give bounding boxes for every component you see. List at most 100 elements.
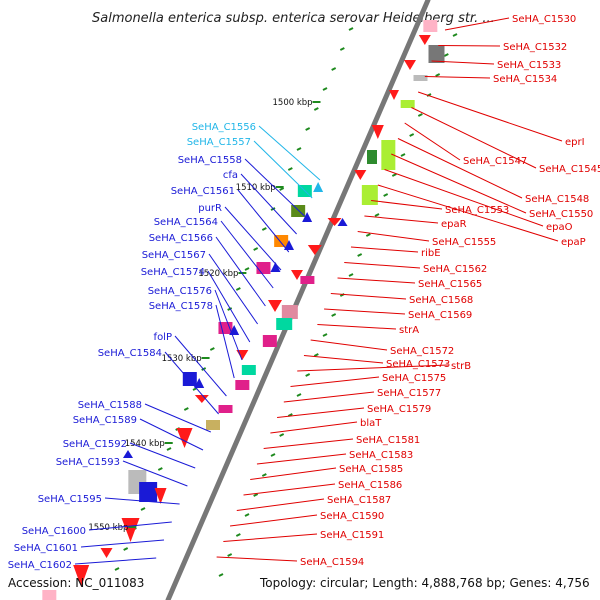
forward-gene-label[interactable]: SeHA_C1555 (432, 237, 496, 248)
reverse-gene-label[interactable]: SeHA_C1561 (171, 186, 235, 197)
gene-arrow-reverse (270, 262, 281, 272)
tick-mark (140, 507, 146, 511)
tick-marks (114, 27, 458, 577)
reverse-gene-label[interactable]: folP (154, 332, 172, 343)
leader-line (129, 442, 196, 469)
forward-gene-label[interactable]: SeHA_C1530 (512, 14, 576, 25)
reverse-gene-label[interactable]: SeHA_C1592 (63, 439, 127, 450)
tick-mark (235, 533, 241, 537)
reverse-gene-label[interactable]: cfa (223, 170, 238, 181)
forward-gene-label[interactable]: SeHA_C1548 (525, 194, 589, 205)
gene-arrow-forward (268, 300, 282, 312)
forward-gene-label[interactable]: SeHA_C1577 (377, 388, 441, 399)
gene-arrow-reverse (313, 182, 324, 192)
forward-gene-label[interactable]: SeHA_C1583 (349, 450, 413, 461)
gene-block (42, 590, 57, 600)
forward-gene-label[interactable]: SeHA_C1594 (300, 557, 364, 568)
forward-gene-label[interactable]: blaT (360, 418, 382, 429)
forward-gene-label[interactable]: SeHA_C1585 (339, 464, 403, 475)
tick-mark (244, 267, 250, 271)
leader-line (207, 270, 251, 343)
reverse-gene-label[interactable]: SeHA_C1576 (148, 286, 212, 297)
forward-gene-label[interactable]: SeHA_C1547 (463, 156, 527, 167)
gene-arrow-forward (354, 170, 367, 180)
leader-line (330, 293, 407, 300)
reverse-gene-label[interactable]: SeHA_C1556 (192, 122, 256, 133)
tick-mark (374, 213, 380, 217)
reverse-gene-label[interactable]: purR (198, 203, 222, 214)
forward-gene-label[interactable]: SeHA_C1553 (445, 205, 509, 216)
tick-mark (270, 453, 276, 457)
gene-arrow-forward (100, 548, 113, 558)
forward-gene-label[interactable]: SeHA_C1550 (529, 209, 593, 220)
forward-gene-label[interactable]: SeHA_C1575 (382, 373, 446, 384)
forward-gene-label[interactable]: epaR (441, 219, 467, 230)
gene-arrow-forward (291, 270, 303, 280)
tick-mark (296, 393, 302, 397)
forward-gene-label[interactable]: strA (399, 325, 419, 336)
gene-block (423, 20, 438, 32)
leader-line (397, 138, 523, 199)
forward-gene-label[interactable]: SeHA_C1586 (338, 480, 402, 491)
reverse-gene-label[interactable]: SeHA_C1567 (142, 250, 206, 261)
forward-gene-label[interactable]: SeHA_C1534 (493, 74, 557, 85)
forward-gene-label[interactable]: SeHA_C1532 (503, 42, 567, 53)
leader-line (256, 453, 347, 465)
forward-gene-label[interactable]: SeHA_C1573 (386, 359, 450, 370)
leader-line (223, 533, 318, 542)
forward-gene-label[interactable]: SeHA_C1579 (367, 404, 431, 415)
forward-gene-label[interactable]: SeHA_C1581 (356, 435, 420, 446)
forward-gene-label[interactable]: SeHA_C1590 (320, 511, 384, 522)
leader-line (364, 215, 439, 224)
reverse-gene-label[interactable]: SeHA_C1574 (141, 267, 205, 278)
gene-block (361, 185, 378, 205)
reverse-gene-label[interactable]: SeHA_C1600 (22, 526, 86, 537)
reverse-gene-label[interactable]: SeHA_C1566 (149, 233, 213, 244)
gene-block (182, 372, 197, 386)
reverse-gene-label[interactable]: SeHA_C1557 (187, 137, 251, 148)
tick-mark (365, 233, 371, 237)
reverse-gene-label[interactable]: SeHA_C1564 (154, 217, 218, 228)
leader-line (236, 498, 325, 511)
reverse-gene-label[interactable]: SeHA_C1601 (14, 543, 78, 554)
reverse-gene-label[interactable]: SeHA_C1589 (73, 415, 137, 426)
reverse-gene-label[interactable]: SeHA_C1593 (56, 457, 120, 468)
tick-mark (305, 127, 311, 131)
forward-gene-label[interactable]: SeHA_C1587 (327, 495, 391, 506)
forward-gene-label[interactable]: eprI (565, 137, 585, 148)
forward-gene-label[interactable]: SeHA_C1562 (423, 264, 487, 275)
leader-line (216, 556, 298, 562)
forward-gene-label[interactable]: SeHA_C1569 (408, 310, 472, 321)
gene-arrow-reverse (194, 378, 205, 388)
forward-gene-label[interactable]: SeHA_C1565 (418, 279, 482, 290)
reverse-gene-label[interactable]: SeHA_C1584 (98, 348, 162, 359)
forward-gene-label[interactable]: ribE (421, 248, 441, 259)
reverse-gene-label[interactable]: SeHA_C1595 (38, 494, 102, 505)
forward-gene-label[interactable]: SeHA_C1572 (390, 346, 454, 357)
leader-line (253, 140, 313, 199)
forward-gene-label[interactable]: epaP (561, 237, 586, 248)
leader-line (350, 246, 419, 253)
gene-block (300, 276, 315, 284)
tick-mark (261, 227, 267, 231)
reverse-gene-label[interactable]: SeHA_C1588 (78, 400, 142, 411)
forward-gene-label[interactable]: strB (451, 361, 471, 372)
tick-mark (157, 467, 163, 471)
reverse-gene-label[interactable]: SeHA_C1578 (149, 301, 213, 312)
forward-gene-label[interactable]: SeHA_C1591 (320, 530, 384, 541)
leader-line (384, 169, 544, 227)
leader-line (208, 253, 259, 325)
reverse-gene-label[interactable]: SeHA_C1602 (8, 560, 72, 571)
forward-gene-label[interactable]: SeHA_C1533 (497, 60, 561, 71)
tick-mark (261, 473, 267, 477)
reverse-gene-label[interactable]: SeHA_C1558 (178, 155, 242, 166)
forward-gene-label[interactable]: SeHA_C1545 (539, 164, 600, 175)
forward-gene-label[interactable]: SeHA_C1568 (409, 295, 473, 306)
forward-gene-label[interactable]: epaO (546, 222, 573, 233)
leader-line (80, 539, 165, 548)
leader-line (377, 184, 559, 242)
leader-line (337, 277, 416, 284)
